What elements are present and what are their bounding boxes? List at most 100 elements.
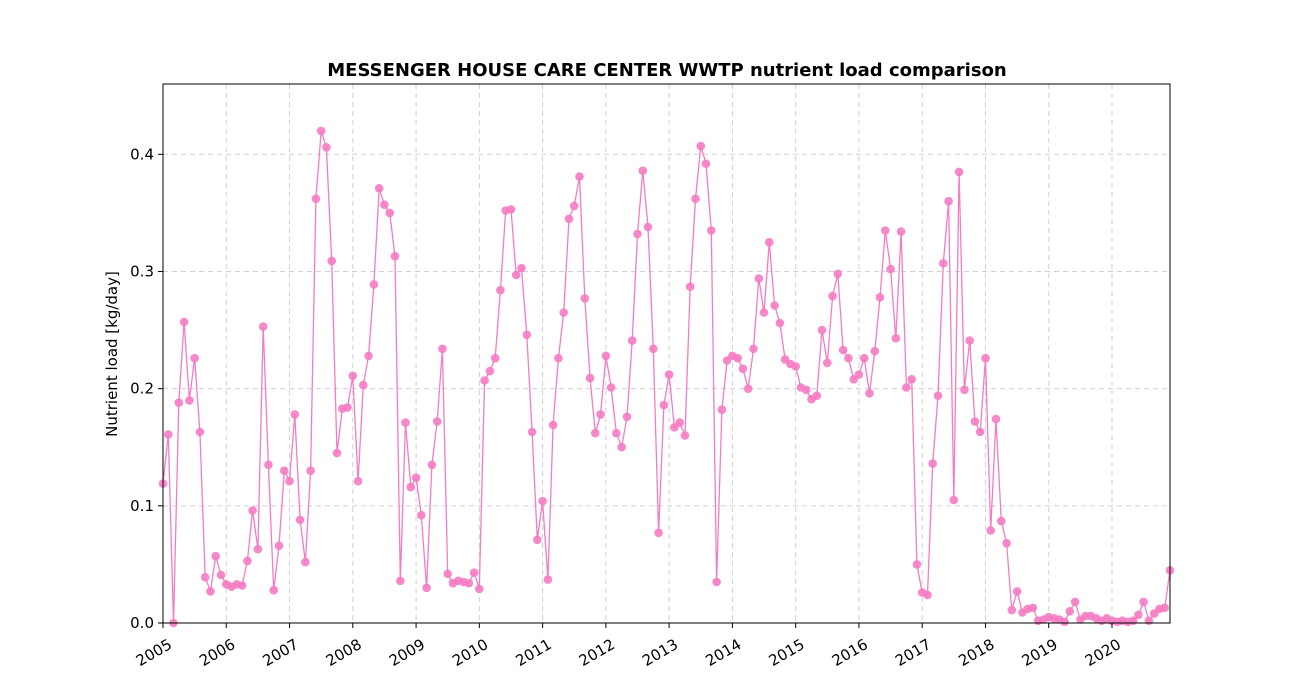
data-point	[749, 344, 758, 354]
y-tick-label: 0.4	[130, 145, 154, 163]
data-point	[844, 353, 853, 363]
data-point	[164, 430, 173, 439]
data-point	[754, 274, 764, 283]
data-point	[401, 418, 410, 427]
data-point	[612, 428, 621, 438]
data-point	[664, 370, 674, 379]
data-point	[211, 551, 220, 561]
data-point	[1007, 605, 1017, 615]
data-point	[691, 194, 700, 204]
data-point	[838, 345, 848, 355]
y-axis: 0.0 0.1 0.2 0.3 0.4	[130, 145, 163, 632]
data-point	[427, 460, 437, 470]
data-point	[1134, 610, 1143, 620]
data-point	[185, 396, 194, 405]
x-tick-label: 2015	[766, 635, 808, 670]
data-point	[685, 282, 695, 292]
x-tick-label: 2020	[1082, 635, 1124, 670]
data-point	[859, 353, 869, 363]
data-point	[548, 420, 558, 430]
x-tick-label: 2011	[513, 635, 555, 670]
data-point	[886, 264, 895, 274]
x-tick-label: 2013	[639, 635, 681, 670]
data-point	[1002, 539, 1011, 548]
data-point	[559, 308, 568, 317]
data-point	[306, 466, 315, 476]
data-point	[243, 556, 252, 566]
data-point	[290, 410, 300, 419]
data-point	[912, 560, 922, 569]
data-point	[891, 334, 901, 343]
data-point	[701, 159, 711, 168]
data-point	[364, 351, 373, 361]
x-tick-label: 2006	[196, 635, 238, 670]
data-point	[316, 126, 326, 136]
data-point	[554, 353, 563, 363]
data-point	[369, 280, 379, 289]
data-point	[248, 506, 257, 515]
data-point	[359, 380, 368, 390]
data-point	[522, 330, 532, 340]
data-point	[965, 336, 974, 345]
data-point	[464, 578, 474, 588]
data-point	[633, 229, 642, 239]
data-point	[432, 417, 442, 426]
data-point	[622, 412, 632, 422]
data-point	[295, 515, 305, 525]
data-point	[1160, 603, 1169, 613]
data-point	[580, 294, 590, 303]
data-point	[907, 375, 916, 384]
y-tick-label: 0.0	[130, 614, 154, 632]
data-point	[1144, 616, 1154, 625]
data-point	[480, 376, 489, 385]
data-point	[743, 384, 753, 394]
data-point	[543, 575, 553, 584]
x-tick-label: 2018	[955, 635, 997, 670]
data-point	[332, 448, 342, 458]
data-point	[775, 318, 785, 328]
data-point	[1028, 603, 1038, 613]
data-point	[902, 383, 911, 392]
data-point	[348, 371, 358, 381]
data-point	[485, 366, 495, 376]
y-axis-label: Nutrient load [kg/day]	[103, 271, 121, 437]
data-point	[417, 510, 426, 520]
data-point	[870, 346, 880, 356]
x-tick-label: 2017	[892, 635, 934, 670]
data-point	[865, 389, 874, 398]
data-point	[190, 353, 199, 363]
data-point	[496, 285, 505, 295]
data-point	[707, 226, 716, 235]
data-point	[812, 391, 822, 401]
data-point	[327, 256, 337, 266]
data-point	[928, 459, 937, 468]
data-point	[828, 291, 837, 301]
data-point	[960, 385, 969, 395]
series-area	[158, 126, 1175, 628]
y-tick-label: 0.1	[130, 497, 154, 515]
data-point	[390, 251, 400, 261]
data-point	[411, 473, 421, 483]
data-point	[527, 427, 537, 437]
data-point	[627, 336, 637, 345]
data-point	[801, 385, 811, 395]
plot-frame	[162, 83, 1171, 624]
x-tick-label: 2009	[386, 635, 428, 670]
data-point	[823, 358, 832, 368]
data-point	[475, 584, 484, 594]
data-point	[179, 317, 189, 327]
data-point	[939, 259, 948, 268]
data-point	[949, 495, 959, 505]
data-point	[986, 526, 995, 535]
data-point	[1065, 607, 1075, 616]
x-tick-label: 2007	[259, 635, 301, 670]
data-point	[253, 544, 263, 554]
data-point	[174, 398, 184, 408]
data-point	[422, 583, 431, 593]
x-tick-label: 2016	[829, 635, 871, 670]
data-point	[643, 222, 653, 232]
data-point	[374, 184, 384, 193]
data-point	[575, 172, 584, 181]
data-point	[759, 308, 769, 317]
